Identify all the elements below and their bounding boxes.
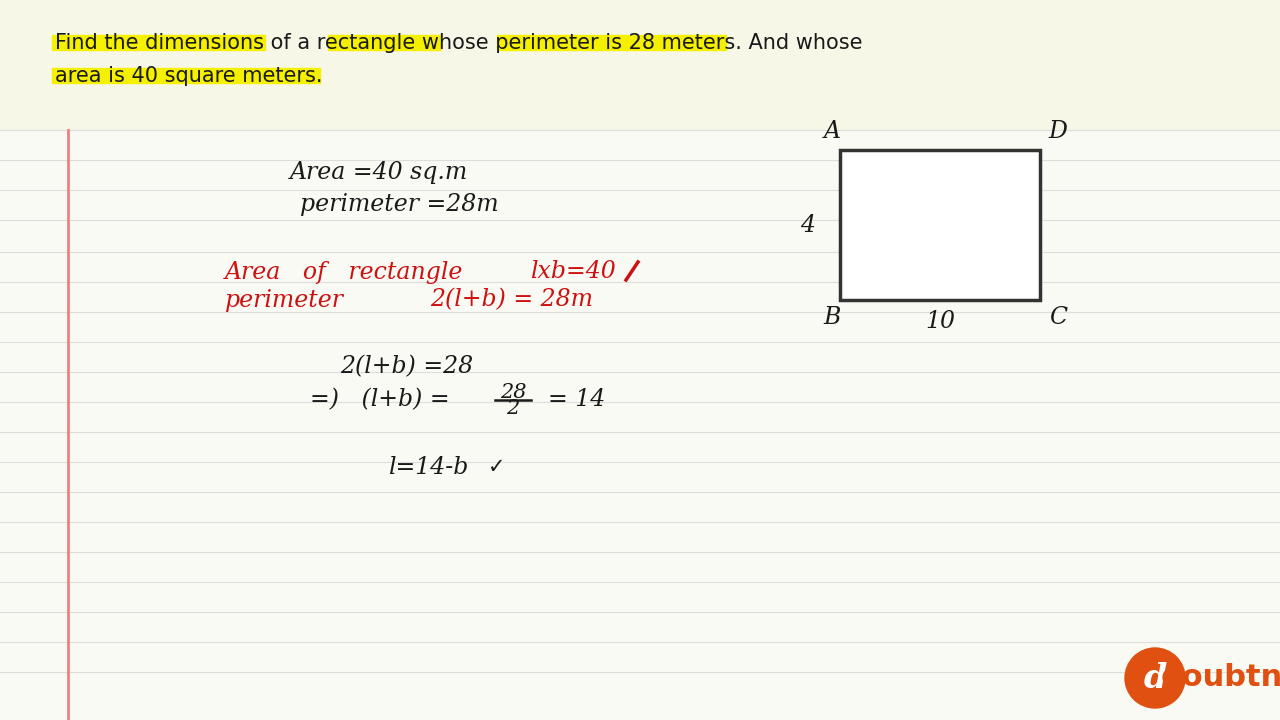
Text: Area =40 sq.m: Area =40 sq.m [291,161,468,184]
Text: d: d [1143,662,1166,695]
Text: l=14-b: l=14-b [388,456,468,479]
Circle shape [1125,648,1185,708]
Text: lxb=40: lxb=40 [530,261,616,284]
Text: =)   (l+b) =: =) (l+b) = [310,389,449,412]
Bar [840,150,1039,300]
Text: area is 40 square meters.: area is 40 square meters. [55,66,323,86]
Text: perimeter: perimeter [225,289,344,312]
Text: 2: 2 [507,400,520,418]
Text: 2(l+b) = 28m: 2(l+b) = 28m [430,289,593,312]
Text: 4: 4 [800,214,815,236]
Text: perimeter =28m: perimeter =28m [300,194,499,217]
Text: 10: 10 [925,310,955,333]
Text: ✓: ✓ [488,457,506,477]
Bar [0,0,1280,130]
Text: A: A [823,120,841,143]
Text: 2(l+b) =28: 2(l+b) =28 [340,356,474,379]
Text: D: D [1048,120,1068,143]
Text: = 14: = 14 [548,389,605,412]
Text: Find the dimensions of a rectangle whose perimeter is 28 meters. And whose: Find the dimensions of a rectangle whose… [55,33,863,53]
Text: Area   of   rectangle: Area of rectangle [225,261,463,284]
Text: 28: 28 [499,382,526,402]
Text: B: B [823,307,841,330]
Text: doubtnut: doubtnut [1161,664,1280,693]
Text: C: C [1048,307,1068,330]
